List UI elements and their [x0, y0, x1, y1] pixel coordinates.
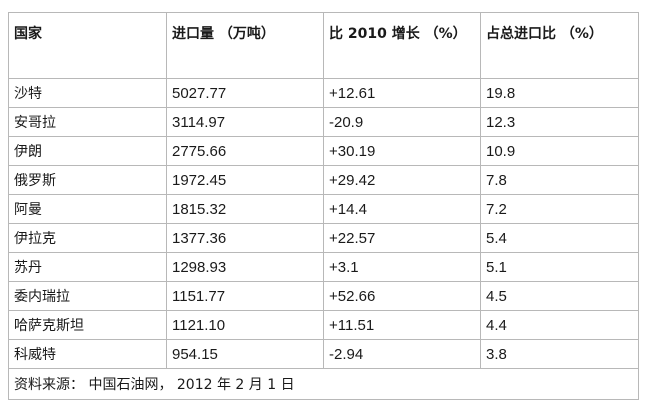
cell-country: 苏丹 [8, 252, 167, 282]
cell-country: 委内瑞拉 [8, 281, 167, 311]
table-row: 苏丹 1298.93 +3.1 5.1 [8, 252, 639, 282]
cell-share: 4.5 [480, 281, 639, 311]
table-row: 伊拉克 1377.36 +22.57 5.4 [8, 223, 639, 253]
cell-share: 5.4 [480, 223, 639, 253]
cell-country: 伊拉克 [8, 223, 167, 253]
cell-volume: 5027.77 [166, 78, 324, 108]
table-row: 沙特 5027.77 +12.61 19.8 [8, 78, 639, 108]
cell-growth: +14.4 [323, 194, 481, 224]
table-row: 哈萨克斯坦 1121.10 +11.51 4.4 [8, 310, 639, 340]
cell-growth: +3.1 [323, 252, 481, 282]
cell-growth: +29.42 [323, 165, 481, 195]
table-container: 国家 进口量 （万吨） 比 2010 增长 （%） 占总进口比 （%） 沙特 5… [8, 12, 639, 400]
cell-share: 7.2 [480, 194, 639, 224]
cell-volume: 1815.32 [166, 194, 324, 224]
header-row: 国家 进口量 （万吨） 比 2010 增长 （%） 占总进口比 （%） [8, 12, 639, 79]
table-row: 委内瑞拉 1151.77 +52.66 4.5 [8, 281, 639, 311]
header-growth: 比 2010 增长 （%） [323, 12, 481, 79]
cell-country: 俄罗斯 [8, 165, 167, 195]
header-share: 占总进口比 （%） [480, 12, 639, 79]
cell-volume: 1298.93 [166, 252, 324, 282]
oil-import-table: 国家 进口量 （万吨） 比 2010 增长 （%） 占总进口比 （%） 沙特 5… [8, 12, 639, 400]
cell-share: 10.9 [480, 136, 639, 166]
table-row: 伊朗 2775.66 +30.19 10.9 [8, 136, 639, 166]
cell-country: 阿曼 [8, 194, 167, 224]
source-note: 资料来源： 中国石油网， 2012 年 2 月 1 日 [8, 368, 639, 400]
cell-country: 伊朗 [8, 136, 167, 166]
cell-volume: 1121.10 [166, 310, 324, 340]
table-row: 阿曼 1815.32 +14.4 7.2 [8, 194, 639, 224]
cell-volume: 1151.77 [166, 281, 324, 311]
header-import-volume: 进口量 （万吨） [166, 12, 324, 79]
cell-volume: 954.15 [166, 339, 324, 369]
cell-volume: 1972.45 [166, 165, 324, 195]
table-row: 俄罗斯 1972.45 +29.42 7.8 [8, 165, 639, 195]
cell-growth: +12.61 [323, 78, 481, 108]
table-row: 科威特 954.15 -2.94 3.8 [8, 339, 639, 369]
cell-growth: -20.9 [323, 107, 481, 137]
cell-share: 3.8 [480, 339, 639, 369]
source-row: 资料来源： 中国石油网， 2012 年 2 月 1 日 [8, 368, 639, 400]
cell-share: 4.4 [480, 310, 639, 340]
cell-country: 安哥拉 [8, 107, 167, 137]
cell-share: 7.8 [480, 165, 639, 195]
cell-volume: 1377.36 [166, 223, 324, 253]
cell-share: 12.3 [480, 107, 639, 137]
cell-share: 5.1 [480, 252, 639, 282]
cell-growth: +30.19 [323, 136, 481, 166]
cell-share: 19.8 [480, 78, 639, 108]
cell-growth: +52.66 [323, 281, 481, 311]
cell-country: 哈萨克斯坦 [8, 310, 167, 340]
cell-growth: +22.57 [323, 223, 481, 253]
table-row: 安哥拉 3114.97 -20.9 12.3 [8, 107, 639, 137]
cell-growth: -2.94 [323, 339, 481, 369]
header-country: 国家 [8, 12, 167, 79]
cell-country: 沙特 [8, 78, 167, 108]
cell-volume: 3114.97 [166, 107, 324, 137]
cell-country: 科威特 [8, 339, 167, 369]
cell-volume: 2775.66 [166, 136, 324, 166]
cell-growth: +11.51 [323, 310, 481, 340]
